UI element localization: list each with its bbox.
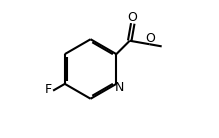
Text: O: O	[127, 11, 137, 24]
Text: O: O	[145, 32, 155, 45]
Text: F: F	[44, 83, 51, 96]
Text: N: N	[115, 81, 124, 94]
